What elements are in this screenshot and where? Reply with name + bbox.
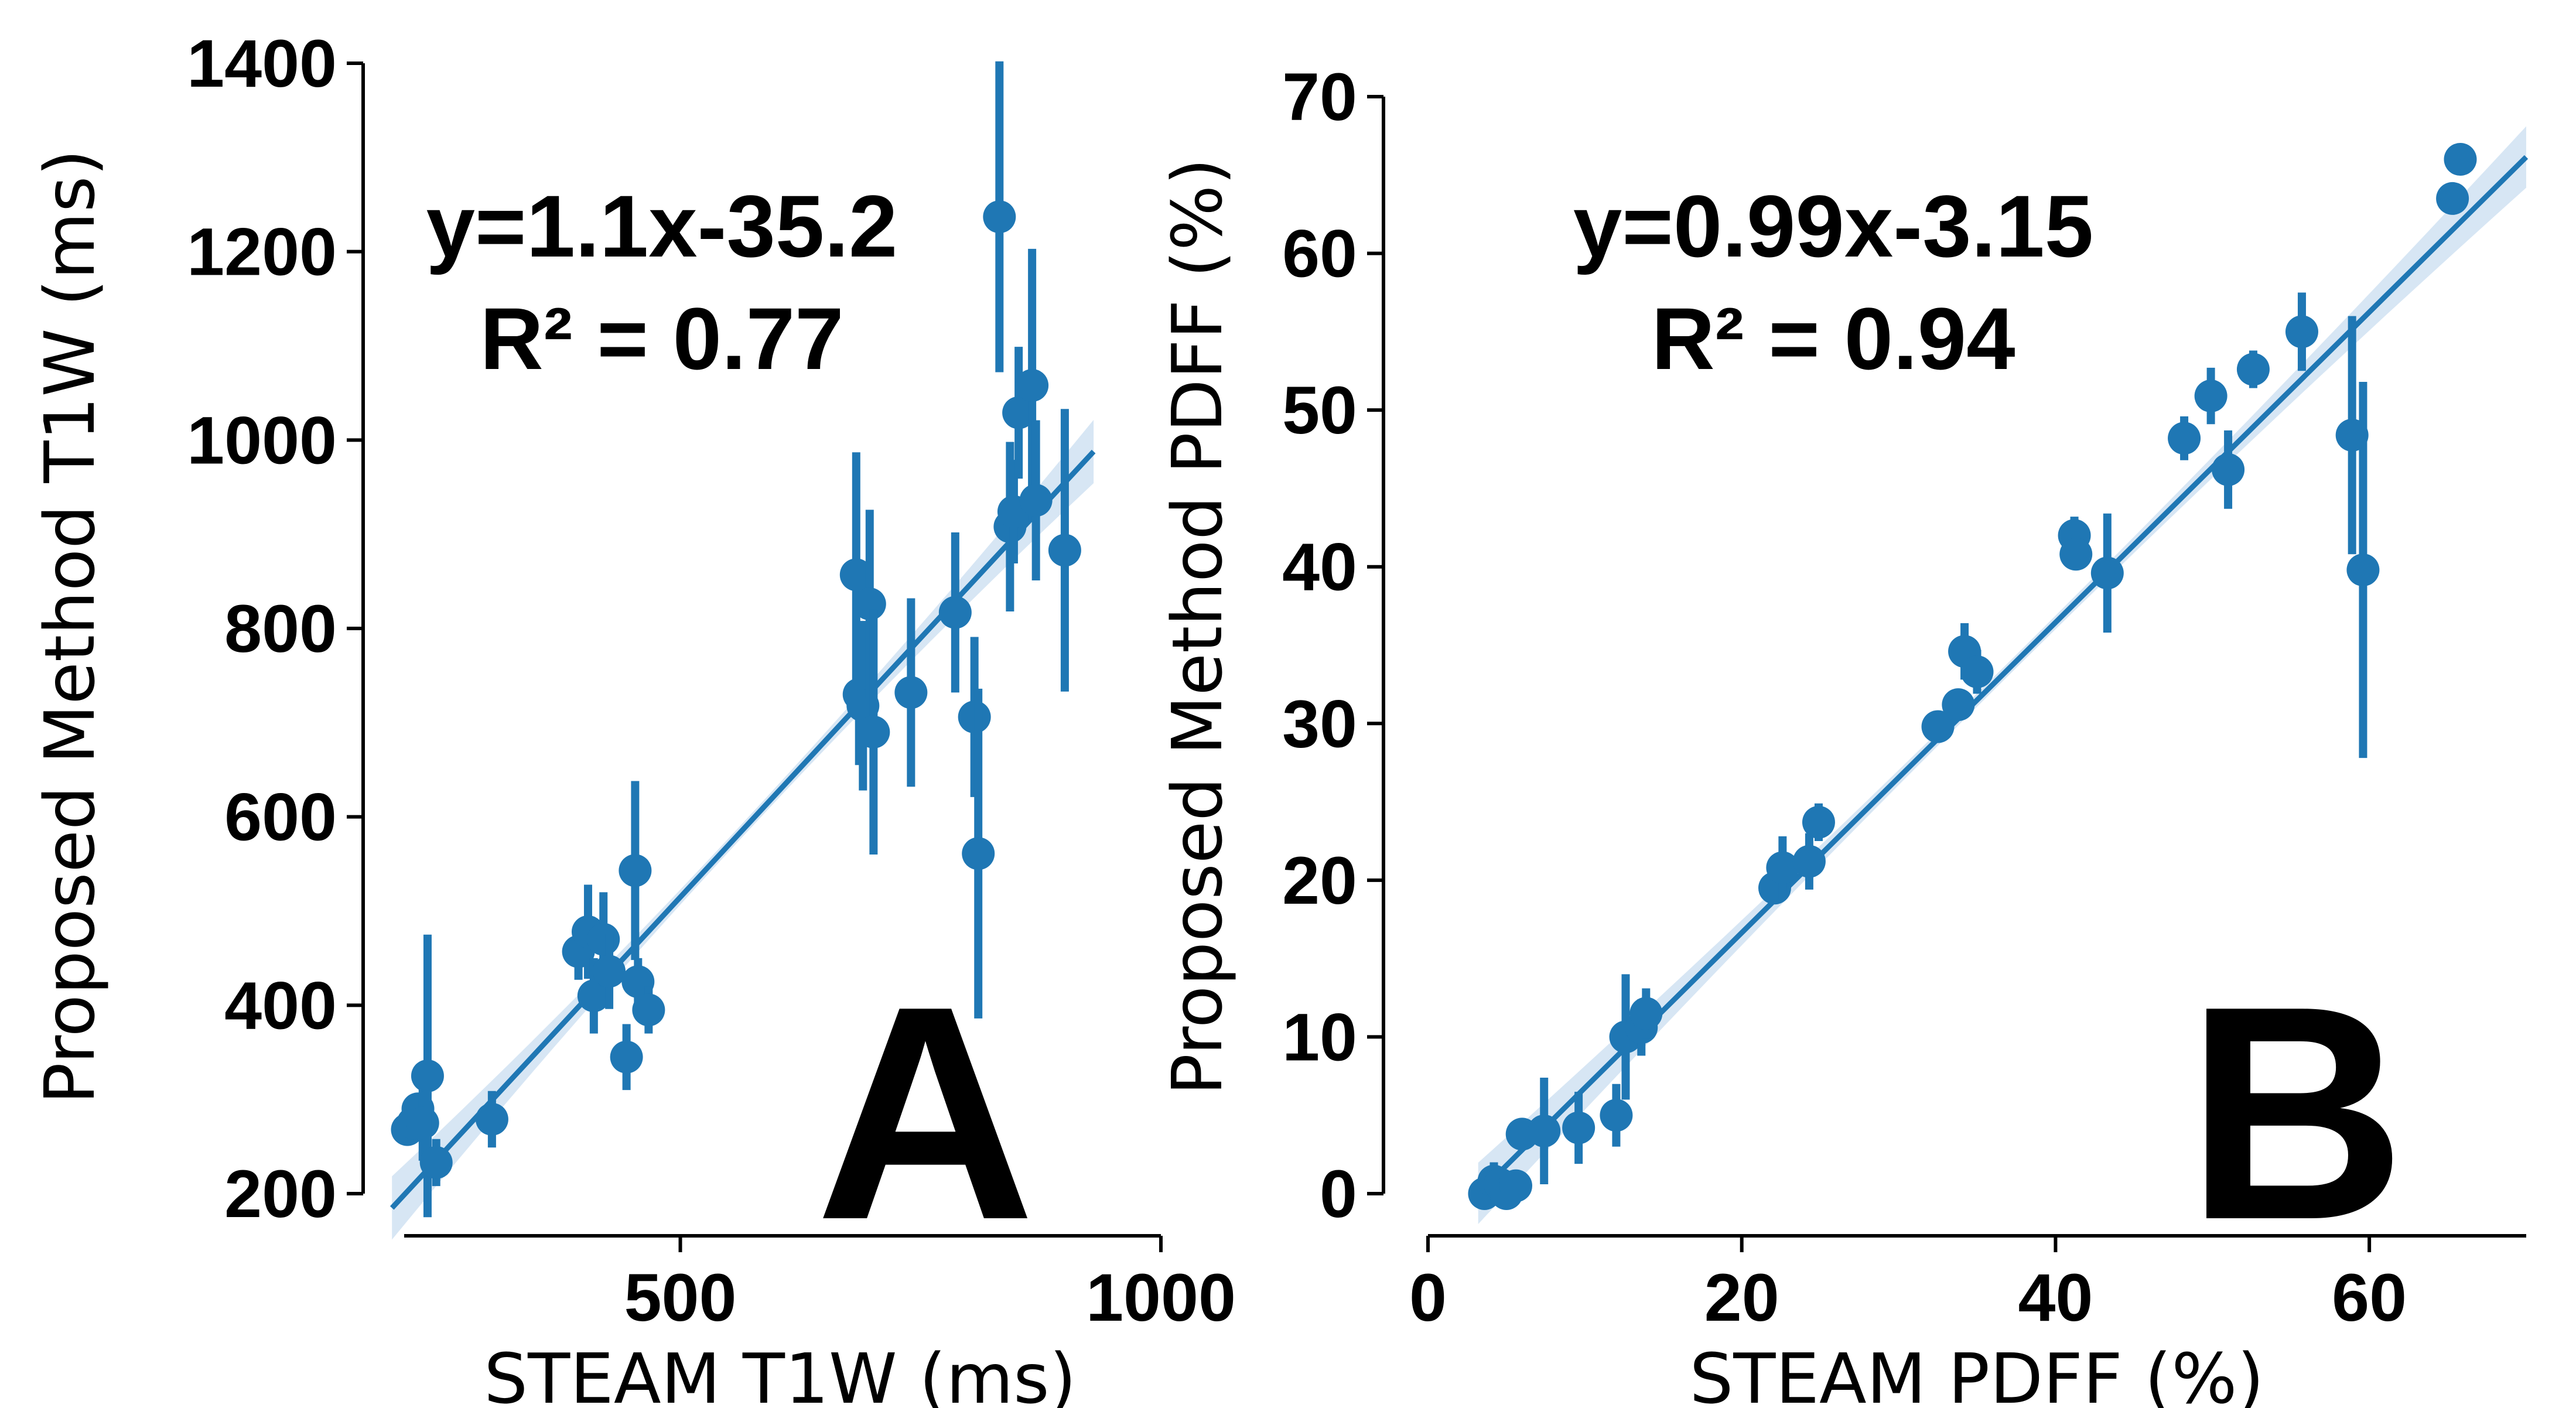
data-point: [983, 200, 1016, 234]
y-tick-label: 1400: [187, 26, 337, 101]
data-point: [1792, 845, 1826, 878]
data-point: [1499, 1169, 1532, 1202]
data-point: [419, 1146, 453, 1179]
y-tick-label: 1000: [187, 403, 337, 478]
data-point: [2059, 538, 2093, 571]
data-point: [406, 1106, 439, 1140]
panel-label-b: B: [2186, 943, 2406, 1283]
data-point: [853, 587, 886, 621]
r-squared-label: R² = 0.77: [480, 289, 843, 388]
y-axis-label: Proposed Method PDFF (%): [1157, 158, 1238, 1095]
data-point: [2346, 553, 2380, 587]
y-tick-label: 10: [1282, 1000, 1357, 1075]
x-tick-label: 500: [624, 1260, 737, 1335]
data-point: [1960, 655, 1994, 688]
y-tick-label: 40: [1282, 530, 1357, 605]
regression-equation: y=0.99x-3.15: [1573, 177, 2093, 275]
y-ticks: 200 400 600 800 1000 1200 1400: [187, 26, 363, 1232]
y-tick-label: 60: [1282, 217, 1357, 292]
data-point: [1766, 851, 1799, 884]
data-point: [587, 922, 620, 956]
data-point: [2168, 422, 2201, 455]
y-tick-label: 20: [1282, 843, 1357, 918]
x-tick-label: 1000: [1086, 1260, 1236, 1335]
data-point: [1528, 1114, 1561, 1147]
data-point: [2236, 353, 2270, 386]
x-axis-label: STEAM PDFF (%): [1689, 1338, 2264, 1408]
data-point: [857, 715, 890, 749]
data-point: [2194, 380, 2227, 413]
y-tick-label: 800: [224, 592, 337, 667]
data-point: [2090, 556, 2124, 590]
y-ticks: 0 10 20 30 40 50 60 70: [1282, 60, 1383, 1232]
regression-line: [390, 449, 1096, 1210]
data-point: [962, 837, 995, 870]
data-point: [411, 1059, 444, 1092]
data-point: [1562, 1111, 1596, 1144]
data-point: [2436, 182, 2469, 215]
data-point: [839, 558, 873, 592]
panel-a: 200 400 600 800 1000 1200 1400 500 1000 STEAM T…: [29, 26, 1236, 1408]
data-point: [2285, 315, 2318, 348]
y-tick-label: 400: [224, 968, 337, 1043]
data-point: [1016, 369, 1049, 402]
x-axis-label: STEAM T1W (ms): [484, 1338, 1076, 1408]
y-tick-label: 200: [224, 1157, 337, 1232]
data-point: [1002, 396, 1036, 429]
x-tick-label: 20: [1704, 1260, 1779, 1335]
data-point: [619, 854, 652, 887]
panel-label-a: A: [815, 943, 1036, 1283]
data-point: [894, 676, 928, 709]
y-axis-label: Proposed Method T1W (ms): [29, 149, 110, 1105]
fit-line: [390, 449, 1096, 1210]
data-point: [2212, 453, 2245, 486]
data-point: [2444, 143, 2477, 176]
data-point: [475, 1102, 508, 1136]
data-point: [632, 993, 665, 1027]
data-point: [593, 955, 626, 988]
regression-equation: y=1.1x-35.2: [426, 177, 898, 275]
x-tick-label: 60: [2332, 1260, 2407, 1335]
x-tick-label: 0: [1409, 1260, 1447, 1335]
y-tick-label: 1200: [187, 215, 337, 290]
y-tick-label: 30: [1282, 686, 1357, 761]
data-point: [1600, 1099, 1633, 1132]
x-ticks: 500 1000: [624, 1236, 1236, 1335]
r-squared-label: R² = 0.94: [1651, 289, 2015, 388]
y-tick-label: 0: [1320, 1157, 1357, 1232]
data-point: [1629, 997, 1663, 1030]
data-point: [1921, 710, 1955, 743]
y-tick-label: 600: [224, 780, 337, 855]
panel-b: 0 10 20 30 40 50 60 70 0 20 40 60 STEAM PDFF (%) P…: [1157, 60, 2529, 1408]
y-tick-label: 50: [1282, 373, 1357, 448]
data-point: [610, 1040, 643, 1074]
data-point: [577, 979, 610, 1013]
data-points: [1468, 143, 2477, 1210]
x-tick-label: 40: [2018, 1260, 2093, 1335]
x-ticks: 0 20 40 60: [1409, 1236, 2407, 1335]
data-point: [1802, 805, 1835, 839]
data-point: [1048, 534, 1081, 567]
data-point: [1019, 484, 1053, 517]
data-points: [391, 61, 1081, 1218]
y-tick-label: 70: [1282, 60, 1357, 135]
data-point: [1942, 688, 1975, 722]
data-point: [938, 596, 972, 629]
